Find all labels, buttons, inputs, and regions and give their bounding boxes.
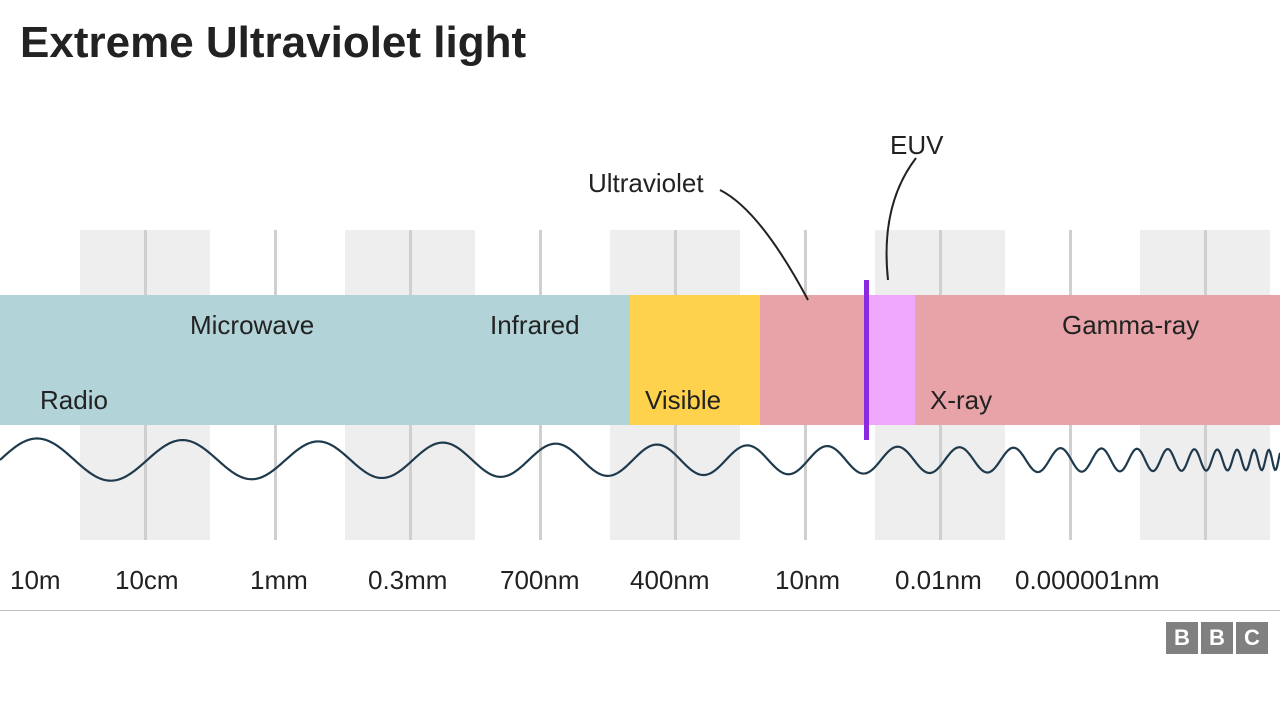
- segment-label-infrared: Infrared: [490, 310, 580, 341]
- axis-label: 0.01nm: [895, 565, 982, 596]
- segment-label-xray: X-ray: [930, 385, 992, 416]
- segment-uv: [760, 295, 865, 425]
- euv-marker: [864, 280, 869, 440]
- axis-label: 10m: [10, 565, 61, 596]
- axis-label: 10cm: [115, 565, 179, 596]
- logo-letter: B: [1166, 622, 1198, 654]
- callout-label: Ultraviolet: [588, 168, 704, 199]
- footer-rule: [0, 610, 1280, 611]
- spectrum-diagram: Ultraviolet EUV Radio Microwave Infrared Vis…: [0, 0, 1280, 720]
- callout-label: EUV: [890, 130, 943, 161]
- segment-label-visible: Visible: [645, 385, 721, 416]
- axis-label: 700nm: [500, 565, 580, 596]
- segment-euv: [865, 295, 915, 425]
- axis-label: 1mm: [250, 565, 308, 596]
- axis-label: 400nm: [630, 565, 710, 596]
- segment-label-microwave: Microwave: [190, 310, 314, 341]
- logo-letter: C: [1236, 622, 1268, 654]
- axis-label: 10nm: [775, 565, 840, 596]
- logo-letter: B: [1201, 622, 1233, 654]
- segment-label-gamma: Gamma-ray: [1062, 310, 1199, 341]
- segment-label-radio: Radio: [40, 385, 108, 416]
- wavelength-wave: [0, 430, 1280, 490]
- axis-label: 0.000001nm: [1015, 565, 1160, 596]
- bbc-logo: BBC: [1166, 622, 1268, 654]
- axis-label: 0.3mm: [368, 565, 447, 596]
